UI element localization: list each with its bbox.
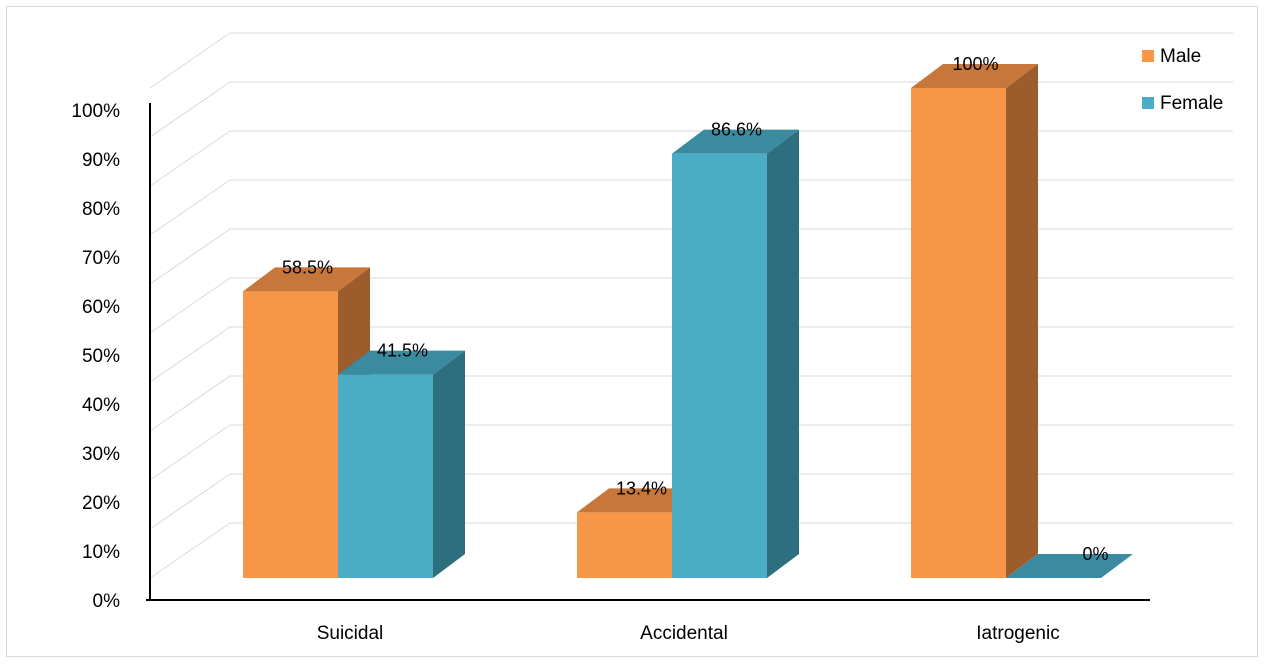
bar-female-side bbox=[767, 129, 799, 578]
gridline-depth bbox=[149, 228, 231, 285]
gridline-depth bbox=[149, 473, 231, 530]
gridline-depth bbox=[149, 326, 231, 383]
gridline-depth bbox=[149, 375, 231, 432]
data-label: 13.4% bbox=[616, 478, 667, 498]
data-label: 41.5% bbox=[377, 341, 428, 361]
bar-female-side bbox=[433, 350, 465, 578]
gridline-depth bbox=[149, 81, 231, 138]
y-tick-label: 100% bbox=[71, 101, 120, 122]
gridline-depth bbox=[149, 32, 231, 89]
y-tick-label: 80% bbox=[82, 199, 120, 220]
gridline-depth bbox=[149, 130, 231, 187]
y-tick-label: 0% bbox=[93, 591, 121, 612]
x-category-label: Accidental bbox=[640, 623, 728, 644]
data-label: 86.6% bbox=[711, 120, 762, 140]
data-label: 0% bbox=[1082, 544, 1108, 564]
bar-male-front bbox=[243, 291, 338, 578]
legend-label-male: Male bbox=[1160, 46, 1201, 67]
gridline-depth bbox=[149, 179, 231, 236]
bar-male-front bbox=[911, 88, 1006, 578]
bar-male-top bbox=[911, 64, 1038, 88]
gridline-depth bbox=[149, 424, 231, 481]
x-category-label: Iatrogenic bbox=[976, 623, 1059, 644]
bar-male-front bbox=[577, 512, 672, 578]
data-label: 58.5% bbox=[282, 257, 333, 277]
bar-female-front bbox=[338, 374, 433, 578]
legend-swatch-female bbox=[1142, 97, 1154, 109]
legend-swatch-male bbox=[1142, 50, 1154, 62]
y-tick-label: 60% bbox=[82, 297, 120, 318]
x-category-label: Suicidal bbox=[317, 623, 384, 644]
y-tick-label: 40% bbox=[82, 395, 120, 416]
chart-frame bbox=[6, 6, 1258, 657]
y-tick-label: 20% bbox=[82, 493, 120, 514]
bar-male-side bbox=[1006, 64, 1038, 578]
y-tick-label: 10% bbox=[82, 542, 120, 563]
bar-female-top bbox=[1006, 554, 1133, 578]
data-label: 100% bbox=[952, 54, 998, 74]
gridline-depth bbox=[149, 522, 231, 579]
y-tick-label: 50% bbox=[82, 346, 120, 367]
gridline-depth bbox=[149, 277, 231, 334]
bar-male-top bbox=[243, 267, 370, 292]
y-tick-label: 90% bbox=[82, 150, 120, 171]
bar-female-front bbox=[672, 153, 767, 578]
bar-female-top bbox=[338, 350, 465, 375]
y-tick-label: 70% bbox=[82, 248, 120, 269]
bar-female-top bbox=[672, 129, 799, 154]
legend-label-female: Female bbox=[1160, 93, 1223, 114]
y-tick-label: 30% bbox=[82, 444, 120, 465]
